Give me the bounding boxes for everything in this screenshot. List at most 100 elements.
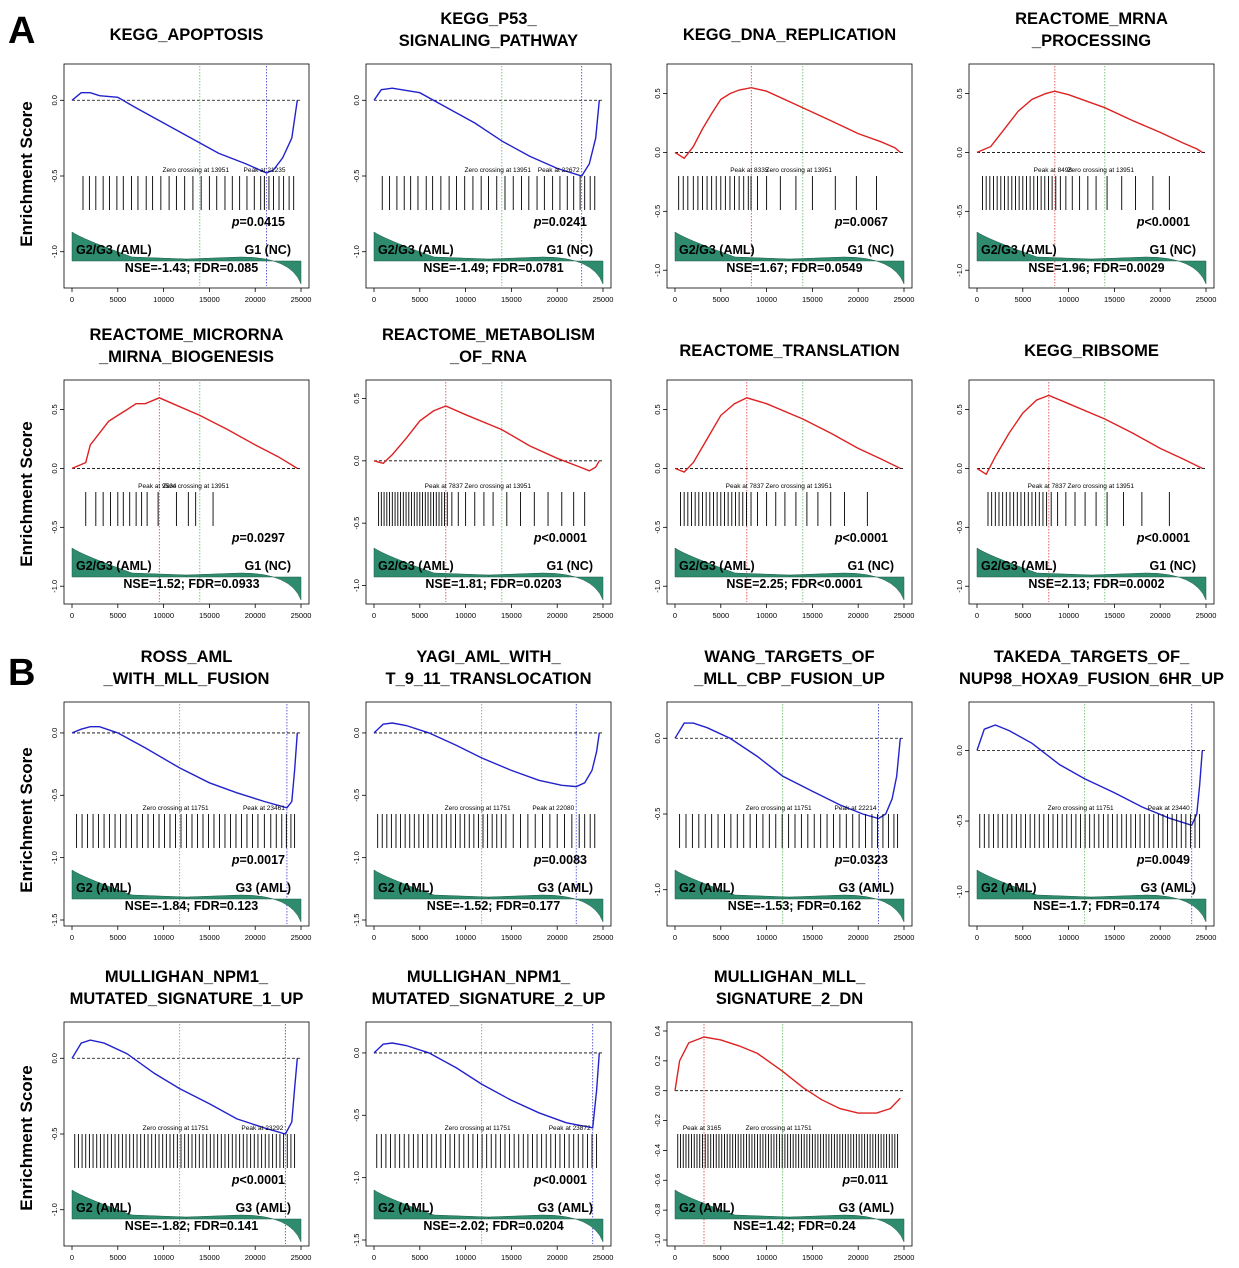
y-tick-label: -0.5 <box>50 1128 59 1141</box>
plot-title: WANG_TARGETS_OF <box>704 648 874 666</box>
x-tick-label: 5000 <box>1014 611 1031 620</box>
plot-title: _OF_RNA <box>449 348 527 366</box>
enrichment-curve <box>976 724 1203 827</box>
peak-label: Peak at 7837 <box>1028 483 1067 490</box>
enrichment-curve <box>674 1036 901 1114</box>
p-value-label: p=0.0067 <box>834 215 888 229</box>
left-group-label: G2/G3 (AML) <box>76 243 152 257</box>
x-tick-label: 15000 <box>1104 933 1125 942</box>
peak-label: Peak at 21235 <box>244 167 286 174</box>
y-tick-label: -1.0 <box>352 1171 361 1184</box>
right-group-label: G3 (AML) <box>235 1201 291 1215</box>
peak-label: Peak at 22214 <box>835 805 877 812</box>
nse-fdr-label: NSE=-1.82; FDR=0.141 <box>125 1219 258 1233</box>
y-tick-label: -1.0 <box>653 264 662 277</box>
enrichment-curve <box>71 726 298 809</box>
y-tick-label: 0.0 <box>352 95 361 105</box>
plot-title: ROSS_AML <box>141 648 233 666</box>
y-tick-label: -0.5 <box>955 815 964 828</box>
y-tick-label: -0.5 <box>653 521 662 534</box>
plot-title: MUTATED_SIGNATURE_2_UP <box>372 990 606 1008</box>
right-group-label: G3 (AML) <box>235 881 291 895</box>
y-tick-label: -1.0 <box>955 580 964 593</box>
x-tick-label: 15000 <box>1104 611 1125 620</box>
p-value-label: p=0.0415 <box>231 215 285 229</box>
left-group-label: G2 (AML) <box>76 1201 132 1215</box>
peak-label: Peak at 8335 <box>730 167 769 174</box>
y-tick-label: 0.0 <box>955 147 964 157</box>
plot-frame <box>63 379 310 605</box>
enrichment-curve <box>674 397 901 473</box>
plot-title: MULLIGHAN_NPM1_ <box>407 968 571 986</box>
left-group-label: G2 (AML) <box>378 1201 434 1215</box>
x-tick-label: 20000 <box>547 933 568 942</box>
p-value-label: p=0.0049 <box>1136 853 1190 867</box>
x-tick-label: 20000 <box>1150 611 1171 620</box>
x-tick-label: 5000 <box>712 611 729 620</box>
zero-crossing-label: Zero crossing at 11751 <box>445 1125 511 1132</box>
plot-frame <box>968 63 1215 289</box>
y-tick-label: -1.0 <box>50 1203 59 1216</box>
x-tick-label: 10000 <box>756 1253 777 1262</box>
x-tick-label: 20000 <box>245 1253 266 1262</box>
gsea-plot-9: ROSS_AML _WITH_MLL_FUSION 0 5000 10000 15000 2… <box>50 648 311 942</box>
x-tick-label: 15000 <box>802 611 823 620</box>
gsea-plot-7: REACTOME_TRANSLATION 0 5000 10000 15000 20000… <box>653 342 914 620</box>
y-tick-label: -1.0 <box>50 245 59 258</box>
gsea-plot-5: REACTOME_MICRORNA _MIRNA_BIOGENESIS 0 5000 1… <box>50 326 311 620</box>
x-tick-label: 20000 <box>848 1253 869 1262</box>
peak-label: Peak at 3165 <box>683 1125 722 1132</box>
x-tick-label: 0 <box>673 611 677 620</box>
x-tick-label: 0 <box>673 295 677 304</box>
x-tick-label: 20000 <box>547 1253 568 1262</box>
p-value-label: p=0.0323 <box>834 853 888 867</box>
x-tick-label: 5000 <box>109 933 126 942</box>
right-group-label: G3 (AML) <box>1140 881 1196 895</box>
p-value-label: p=0.0241 <box>533 215 587 229</box>
p-value-label: p<0.0001 <box>1136 531 1190 545</box>
x-tick-label: 25000 <box>894 295 915 304</box>
plot-title: SIGNALING_PATHWAY <box>399 32 578 50</box>
zero-crossing-label: Zero crossing at 11751 <box>143 805 209 812</box>
plot-title: KEGG_P53_ <box>440 10 537 28</box>
plot-frame <box>666 63 913 289</box>
x-tick-label: 0 <box>975 611 979 620</box>
x-tick-label: 0 <box>975 295 979 304</box>
y-tick-label: -0.5 <box>352 517 361 530</box>
zero-crossing-label: Zero crossing at 13951 <box>465 483 532 490</box>
y-tick-label: -1.0 <box>955 264 964 277</box>
ranked-metric-area-right <box>1091 894 1207 923</box>
left-group-label: G2/G3 (AML) <box>981 559 1057 573</box>
y-tick-label: -0.5 <box>352 170 361 183</box>
zero-crossing-label: Zero crossing at 13951 <box>766 483 833 490</box>
peak-label: Peak at 23440 <box>1148 805 1190 812</box>
plot-title: KEGG_RIBSOME <box>1024 342 1159 360</box>
y-tick-label: 0.5 <box>352 393 361 403</box>
x-tick-label: 15000 <box>501 933 522 942</box>
gsea-plot-1: KEGG_APOPTOSIS 0 5000 10000 15000 20000 25000 0… <box>50 26 311 304</box>
x-tick-label: 5000 <box>109 295 126 304</box>
zero-crossing-label: Zero crossing at 13951 <box>163 167 230 174</box>
x-tick-label: 25000 <box>894 611 915 620</box>
gsea-plot-2: KEGG_P53_ SIGNALING_PATHWAY 0 5000 10000 1500… <box>352 10 613 304</box>
enrichment-curve <box>674 722 901 820</box>
left-group-label: G2/G3 (AML) <box>679 243 755 257</box>
right-group-label: G1 (NC) <box>1149 559 1196 573</box>
y-tick-label: -1.0 <box>653 883 662 896</box>
y-tick-label: 0.0 <box>955 463 964 473</box>
ranked-metric-area-right <box>1091 572 1207 601</box>
enrichment-curve <box>976 90 1203 154</box>
zero-crossing-label: Zero crossing at 11751 <box>143 1125 209 1132</box>
x-tick-label: 20000 <box>245 933 266 942</box>
x-tick-label: 5000 <box>411 611 428 620</box>
y-tick-label: 0.0 <box>50 728 59 738</box>
x-tick-label: 15000 <box>199 295 220 304</box>
p-value-label: p<0.0001 <box>1136 215 1190 229</box>
left-group-label: G2 (AML) <box>378 881 434 895</box>
y-tick-label: -0.2 <box>653 1114 662 1127</box>
enrichment-curve <box>373 87 600 177</box>
right-group-label: G1 (NC) <box>244 243 291 257</box>
enrichment-curve <box>71 1039 298 1135</box>
x-tick-label: 10000 <box>756 611 777 620</box>
x-tick-label: 0 <box>673 1253 677 1262</box>
